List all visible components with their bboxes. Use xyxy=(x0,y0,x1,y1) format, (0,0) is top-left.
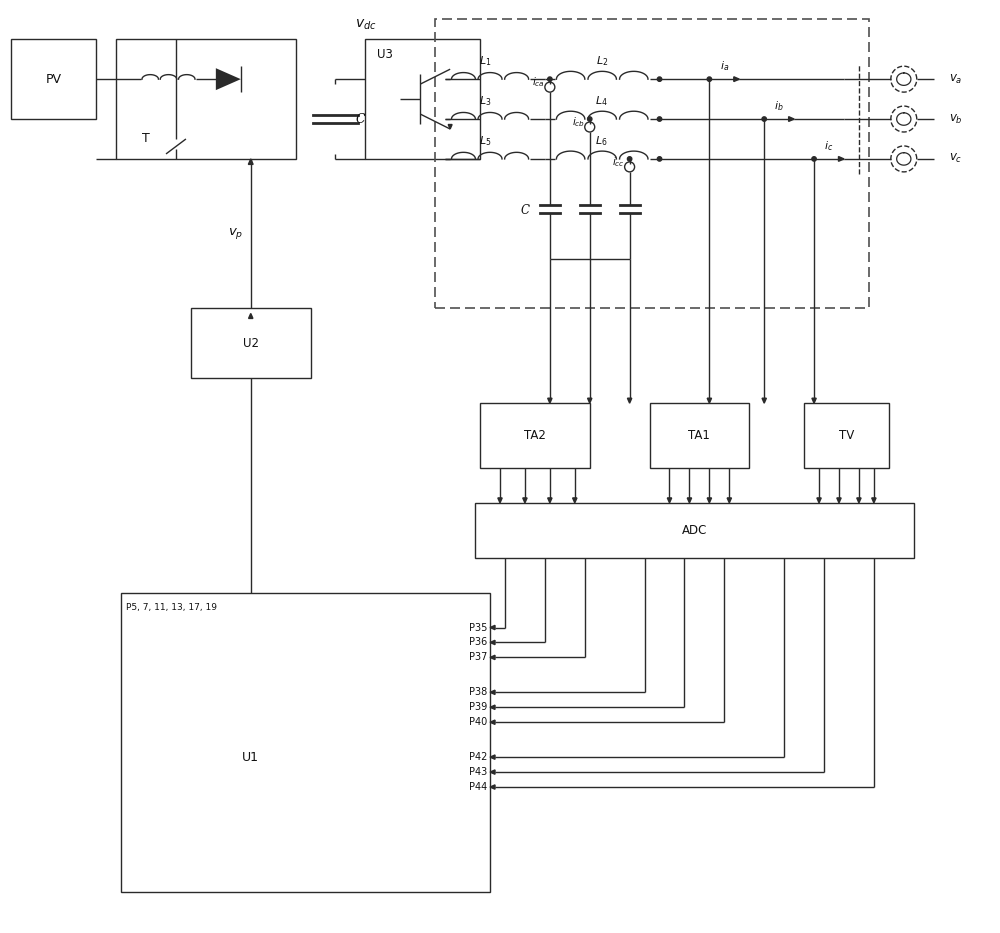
Polygon shape xyxy=(490,640,495,645)
Polygon shape xyxy=(490,770,495,774)
Text: TA2: TA2 xyxy=(524,429,546,442)
Polygon shape xyxy=(498,498,502,503)
Polygon shape xyxy=(872,498,876,503)
Polygon shape xyxy=(448,124,452,129)
Polygon shape xyxy=(707,398,712,403)
Text: C: C xyxy=(521,204,530,217)
Polygon shape xyxy=(812,398,816,403)
Polygon shape xyxy=(490,755,495,759)
Text: C: C xyxy=(356,113,365,126)
Polygon shape xyxy=(490,720,495,724)
Circle shape xyxy=(762,117,766,121)
Bar xyxy=(804,403,889,468)
Text: TA1: TA1 xyxy=(688,429,710,442)
Polygon shape xyxy=(548,498,552,503)
Text: P35: P35 xyxy=(469,622,487,633)
Circle shape xyxy=(657,157,662,161)
Text: ADC: ADC xyxy=(682,523,707,536)
Text: $i_{cb}$: $i_{cb}$ xyxy=(572,115,585,129)
Text: P38: P38 xyxy=(469,688,487,697)
Text: $i_c$: $i_c$ xyxy=(824,139,834,153)
Bar xyxy=(475,503,914,558)
Circle shape xyxy=(812,157,816,161)
Polygon shape xyxy=(817,498,821,503)
Polygon shape xyxy=(490,655,495,660)
Text: P36: P36 xyxy=(469,637,487,648)
Text: $i_a$: $i_a$ xyxy=(720,59,729,73)
Circle shape xyxy=(707,77,712,81)
Polygon shape xyxy=(248,159,253,164)
Text: $L_4$: $L_4$ xyxy=(595,94,608,108)
Polygon shape xyxy=(837,498,841,503)
Polygon shape xyxy=(490,705,495,709)
Polygon shape xyxy=(627,398,632,403)
Polygon shape xyxy=(249,313,253,318)
Bar xyxy=(116,39,296,159)
Polygon shape xyxy=(667,498,672,503)
Polygon shape xyxy=(789,117,794,121)
Bar xyxy=(11,39,96,119)
Text: $i_{cc}$: $i_{cc}$ xyxy=(612,155,625,169)
Text: $i_b$: $i_b$ xyxy=(774,99,784,113)
Polygon shape xyxy=(588,398,592,403)
Circle shape xyxy=(627,157,632,161)
Polygon shape xyxy=(687,498,692,503)
Polygon shape xyxy=(548,398,552,403)
Polygon shape xyxy=(734,77,739,81)
Polygon shape xyxy=(838,157,844,161)
Polygon shape xyxy=(216,68,241,91)
Text: $L_2$: $L_2$ xyxy=(596,54,608,68)
Text: TV: TV xyxy=(839,429,854,442)
Bar xyxy=(365,39,480,159)
Text: P37: P37 xyxy=(469,652,487,662)
Circle shape xyxy=(657,117,662,121)
Text: P39: P39 xyxy=(469,703,487,712)
Polygon shape xyxy=(490,690,495,694)
Text: P43: P43 xyxy=(469,767,487,777)
Text: $v_b$: $v_b$ xyxy=(949,113,962,126)
Text: $v_c$: $v_c$ xyxy=(949,152,962,165)
Bar xyxy=(191,309,311,378)
Polygon shape xyxy=(762,398,766,403)
Polygon shape xyxy=(707,498,712,503)
Text: P40: P40 xyxy=(469,717,487,727)
Polygon shape xyxy=(490,625,495,630)
Text: $L_6$: $L_6$ xyxy=(595,134,608,147)
Text: $i_{ca}$: $i_{ca}$ xyxy=(532,76,545,89)
Text: $L_1$: $L_1$ xyxy=(479,54,491,68)
Text: P44: P44 xyxy=(469,782,487,792)
Text: $L_3$: $L_3$ xyxy=(479,94,491,108)
Bar xyxy=(435,20,869,309)
Text: PV: PV xyxy=(46,73,62,86)
Text: $L_5$: $L_5$ xyxy=(479,134,491,147)
Text: P5, 7, 11, 13, 17, 19: P5, 7, 11, 13, 17, 19 xyxy=(126,603,217,612)
Polygon shape xyxy=(523,498,527,503)
Text: $v_a$: $v_a$ xyxy=(949,73,962,86)
Text: $v_p$: $v_p$ xyxy=(228,226,243,242)
Text: P42: P42 xyxy=(469,752,487,762)
Polygon shape xyxy=(490,785,495,789)
Text: T: T xyxy=(142,132,150,146)
Circle shape xyxy=(588,117,592,121)
Polygon shape xyxy=(727,498,731,503)
Text: U1: U1 xyxy=(242,751,259,763)
Bar xyxy=(480,403,590,468)
Polygon shape xyxy=(573,498,577,503)
Bar xyxy=(121,592,490,892)
Bar xyxy=(650,403,749,468)
Text: U3: U3 xyxy=(377,48,393,61)
Polygon shape xyxy=(857,498,861,503)
Circle shape xyxy=(657,77,662,81)
Circle shape xyxy=(548,77,552,81)
Text: U2: U2 xyxy=(243,337,259,350)
Text: $v_{dc}$: $v_{dc}$ xyxy=(355,17,376,32)
